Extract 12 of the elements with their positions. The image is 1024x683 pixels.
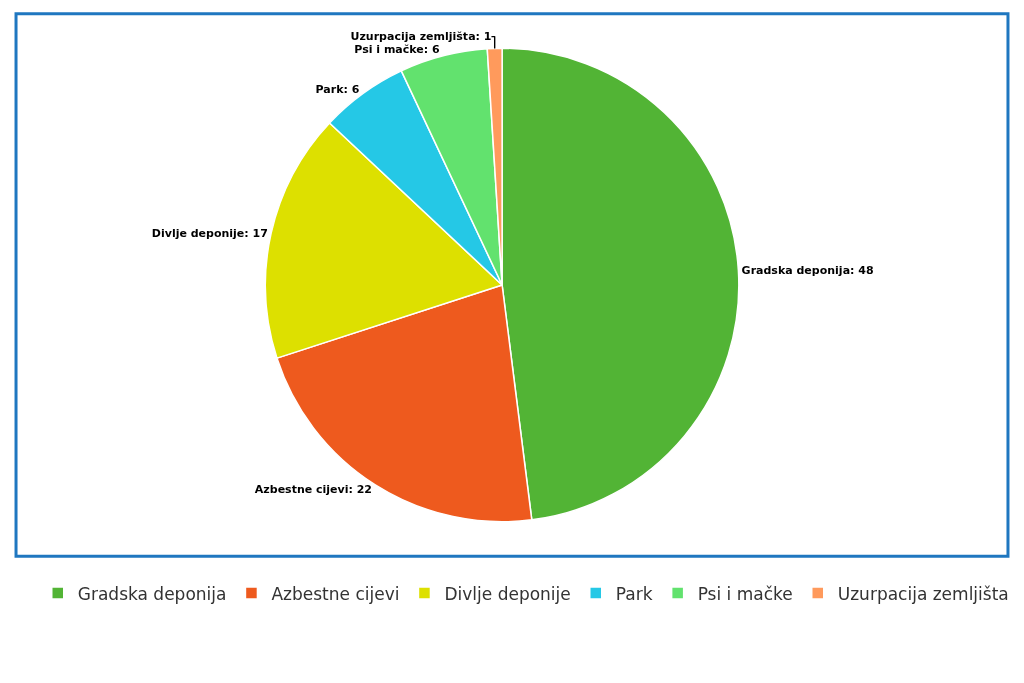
legend-label: Psi i mačke [697,583,793,604]
legend-label: Divlje deponije [444,583,571,604]
data-label: Azbestne cijevi: 22 [254,483,373,496]
legend-label: Azbestne cijevi [271,583,400,604]
legend-label: Gradska deponija [77,583,227,604]
legend-label: Uzurpacija zemljišta [837,583,1009,604]
legend-label: Park [615,583,653,604]
data-label: Divlje deponije: 17 [151,226,268,240]
data-label: Psi i mačke: 6 [354,43,440,57]
data-label: Gradska deponija: 48 [741,263,874,277]
data-label: Uzurpacija zemljišta: 1 [350,30,492,44]
data-label: Park: 6 [315,82,360,96]
